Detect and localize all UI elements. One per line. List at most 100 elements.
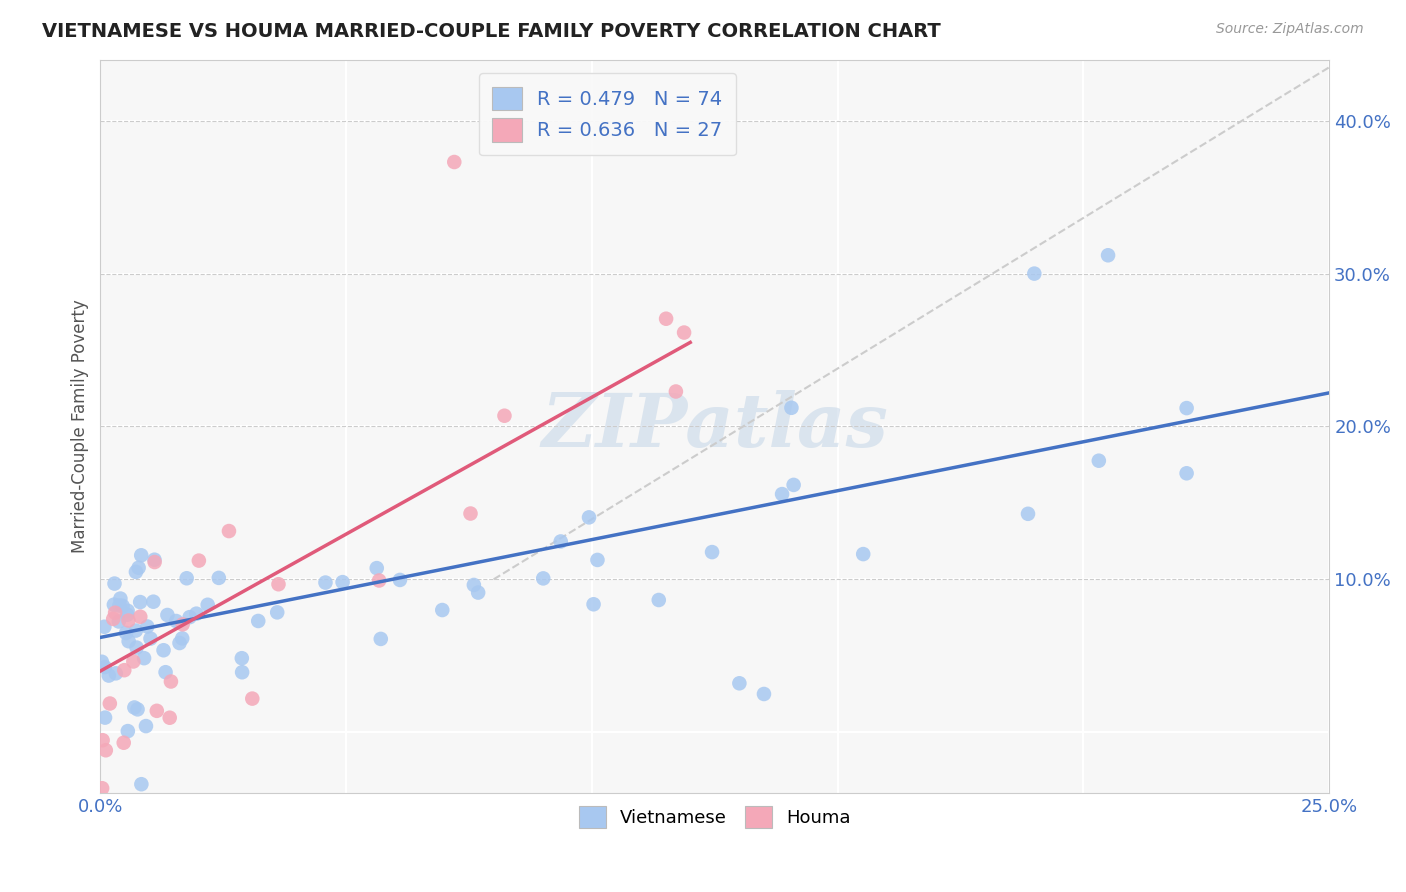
Point <box>267 577 290 591</box>
Point <box>1017 507 1039 521</box>
Point <box>1175 467 1198 481</box>
Point <box>314 575 336 590</box>
Point <box>443 155 465 169</box>
Point <box>98 697 121 711</box>
Point <box>107 615 129 629</box>
Point <box>578 510 600 524</box>
Point <box>115 607 138 622</box>
Text: ZIPatlas: ZIPatlas <box>541 390 889 463</box>
Point <box>179 610 201 624</box>
Point <box>94 710 117 724</box>
Point <box>172 632 194 646</box>
Point <box>240 691 263 706</box>
Point <box>550 534 572 549</box>
Point <box>132 651 155 665</box>
Point <box>172 617 194 632</box>
Point <box>247 614 270 628</box>
Point <box>388 573 411 587</box>
Point <box>110 591 132 606</box>
Point <box>460 507 482 521</box>
Point <box>648 593 671 607</box>
Point <box>135 719 157 733</box>
Point <box>122 655 145 669</box>
Point <box>1088 453 1111 467</box>
Point <box>124 700 146 714</box>
Point <box>136 619 159 633</box>
Point <box>728 676 751 690</box>
Point <box>129 609 152 624</box>
Point <box>467 585 489 599</box>
Point <box>112 663 135 677</box>
Point <box>111 599 134 613</box>
Text: VIETNAMESE VS HOUMA MARRIED-COUPLE FAMILY POVERTY CORRELATION CHART: VIETNAMESE VS HOUMA MARRIED-COUPLE FAMIL… <box>42 22 941 41</box>
Point <box>531 571 554 585</box>
Point <box>582 597 605 611</box>
Point <box>187 553 209 567</box>
Point <box>152 643 174 657</box>
Point <box>160 674 183 689</box>
Point <box>103 612 125 626</box>
Point <box>115 626 138 640</box>
Legend: Vietnamese, Houma: Vietnamese, Houma <box>571 799 858 836</box>
Point <box>139 632 162 646</box>
Point <box>1175 401 1198 416</box>
Point <box>93 620 115 634</box>
Point <box>159 711 181 725</box>
Point <box>432 603 454 617</box>
Point <box>131 777 153 791</box>
Point <box>127 702 149 716</box>
Y-axis label: Married-Couple Family Poverty: Married-Couple Family Poverty <box>72 300 89 553</box>
Point <box>266 606 288 620</box>
Point <box>117 724 139 739</box>
Point <box>94 660 117 674</box>
Point <box>231 665 253 680</box>
Point <box>129 549 152 563</box>
Point <box>103 576 125 591</box>
Point <box>780 401 803 415</box>
Point <box>125 624 148 638</box>
Point <box>117 634 139 648</box>
Point <box>494 409 516 423</box>
Point <box>90 655 112 669</box>
Point <box>463 578 485 592</box>
Point <box>782 478 804 492</box>
Point <box>112 736 135 750</box>
Point <box>332 575 354 590</box>
Point <box>142 595 165 609</box>
Point <box>117 614 139 628</box>
Point <box>176 571 198 585</box>
Point <box>104 666 127 681</box>
Point <box>108 599 131 613</box>
Point <box>103 598 125 612</box>
Point <box>1024 267 1046 281</box>
Point <box>97 668 120 682</box>
Point <box>143 555 166 569</box>
Point <box>366 561 388 575</box>
Point <box>368 574 391 588</box>
Point <box>94 743 117 757</box>
Point <box>1097 248 1119 262</box>
Point <box>852 547 875 561</box>
Point <box>91 733 114 747</box>
Point <box>208 571 231 585</box>
Point <box>231 651 253 665</box>
Point <box>665 384 688 399</box>
Point <box>700 545 723 559</box>
Point <box>165 614 187 628</box>
Point <box>370 632 392 646</box>
Point <box>125 640 148 655</box>
Point <box>91 781 114 796</box>
Point <box>673 326 696 340</box>
Point <box>169 636 191 650</box>
Point <box>197 598 219 612</box>
Point <box>104 606 127 620</box>
Point <box>128 560 150 574</box>
Point <box>155 665 177 680</box>
Point <box>117 604 139 618</box>
Point <box>156 607 179 622</box>
Text: Source: ZipAtlas.com: Source: ZipAtlas.com <box>1216 22 1364 37</box>
Point <box>186 607 208 621</box>
Point <box>129 595 152 609</box>
Point <box>125 565 148 579</box>
Point <box>655 311 678 326</box>
